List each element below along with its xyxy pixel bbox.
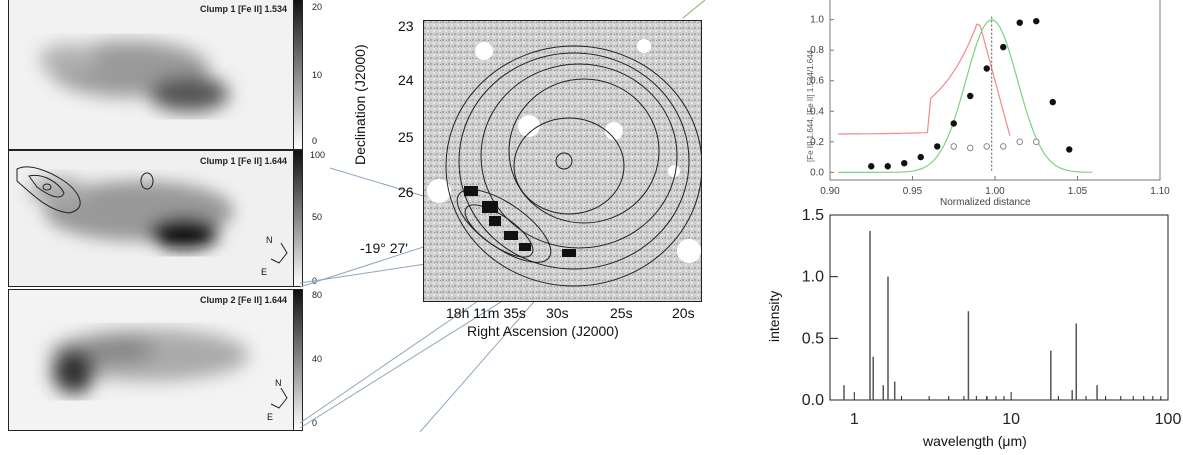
ra-tick: 30s (546, 305, 569, 321)
clump2-1644-map (9, 290, 293, 430)
spectrum-ytick-label: 0.0 (802, 392, 824, 409)
colorbar-tick: 10 (312, 70, 323, 80)
profile-point (1016, 19, 1023, 26)
profile-plot-canvas: 0.90 0.95 1.00 1.05 1.10 0.0 0.2 0.4 0.6 0.8 1.0 (810, 0, 1170, 197)
profile-point (1033, 17, 1040, 25)
dec-tick: 25 (398, 129, 414, 145)
spectrum-xtick-label: 1 (850, 411, 859, 428)
profile-ytick-label: 0.4 (810, 106, 824, 117)
ra-tick: 20s (672, 305, 695, 321)
spectrum-plot-canvas: 1 10 100 0.0 0.5 1.0 1.5 (802, 207, 1182, 428)
profile-ytick-label: 0.2 (810, 137, 824, 148)
profile-point (1000, 43, 1007, 51)
colorbar-tick: 40 (312, 354, 323, 364)
profile-open-point (999, 143, 1007, 150)
spectrum-ytick-label: 1.0 (802, 269, 824, 286)
remnant-image (423, 20, 702, 302)
clump1-1644-map (9, 151, 293, 286)
profile-open-point (966, 144, 974, 152)
profile-point (1049, 98, 1056, 106)
clump1-1534-image: Clump 1 [Fe II] 1.534 (8, 0, 294, 150)
colorbar (293, 289, 303, 431)
profile-point (868, 163, 875, 170)
profile-xtick-label: 0.90 (820, 186, 840, 197)
ra-tick: 25s (610, 305, 633, 321)
colorbar-tick: 0 (312, 418, 318, 428)
profile-xtick-label: 0.95 (903, 186, 923, 197)
compass-north: N (275, 378, 282, 388)
profile-curve-red (838, 23, 1011, 136)
profile-xtick-label: 1.10 (1150, 186, 1170, 197)
profile-axes-frame (829, 0, 1161, 181)
profile-ytick-label: 1.0 (810, 15, 824, 26)
clump1-1534-map (9, 0, 293, 149)
profile-ytick-label: 0.8 (810, 45, 824, 56)
dec-axis-label: Declination (J2000) (352, 44, 368, 165)
ra-tick: 18h 11m 35s (446, 305, 526, 321)
profile-point (901, 160, 908, 167)
colorbar-tick: 20 (312, 2, 323, 12)
clump1-1644-image: Clump 1 [Fe II] 1.644 N E (8, 150, 294, 287)
spectrum-xlabel: wavelength (μm) (923, 433, 1027, 449)
panel-title: Clump 1 [Fe II] 1.534 (199, 4, 287, 14)
profile-ytick-label: 0.0 (810, 167, 824, 178)
profile-open-point (950, 143, 958, 150)
panel-title: Clump 1 [Fe II] 1.644 (199, 156, 287, 166)
profile-open-point (1016, 138, 1024, 146)
profile-point (967, 92, 974, 100)
colorbar (293, 0, 303, 150)
profile-point (884, 163, 891, 170)
profile-curve-green (838, 19, 1093, 173)
colorbar (293, 150, 303, 287)
spectrum-ytick-label: 1.5 (802, 207, 824, 224)
dec-tick: 26 (398, 184, 414, 200)
profile-ylabel: [Fe II] 1.644, [Fe II] 1.534/1.644 (806, 49, 815, 162)
spectrum-xtick-label: 10 (1002, 411, 1020, 428)
profile-open-point (1032, 138, 1040, 146)
colorbar-tick: 0 (312, 136, 318, 146)
profile-point (917, 153, 924, 161)
profile-point (983, 65, 990, 72)
remnant-map (424, 21, 701, 301)
spectrum-xtick-label: 100 (1155, 411, 1182, 428)
compass-north: N (266, 235, 273, 245)
profile-point (934, 143, 941, 150)
dec-tick: -19° 27' (360, 240, 408, 256)
profile-point (1066, 146, 1073, 153)
compass-east: E (261, 267, 268, 277)
profile-xtick-label: 1.05 (1068, 186, 1088, 197)
profile-point (950, 120, 957, 127)
colorbar-tick: 80 (312, 290, 323, 300)
clump2-1644-image: Clump 2 [Fe II] 1.644 N E (8, 289, 294, 431)
dec-tick: 24 (398, 72, 414, 88)
spectrum-axes-frame (829, 214, 1169, 401)
profile-xtick-label: 1.00 (985, 186, 1005, 197)
panel-title: Clump 2 [Fe II] 1.644 (199, 295, 287, 305)
spectrum-ytick-label: 0.5 (802, 330, 824, 347)
dec-tick: 23 (398, 18, 414, 34)
spectrum-ylabel: intensity (766, 290, 782, 342)
ra-axis-label: Right Ascension (J2000) (467, 323, 619, 339)
colorbar-tick: 50 (312, 212, 323, 222)
profile-ytick-label: 0.6 (810, 76, 824, 87)
colorbar-tick: 100 (310, 150, 326, 160)
profile-xlabel: Normalized distance (940, 197, 1031, 208)
profile-open-point (983, 143, 991, 150)
compass-east: E (267, 412, 274, 422)
